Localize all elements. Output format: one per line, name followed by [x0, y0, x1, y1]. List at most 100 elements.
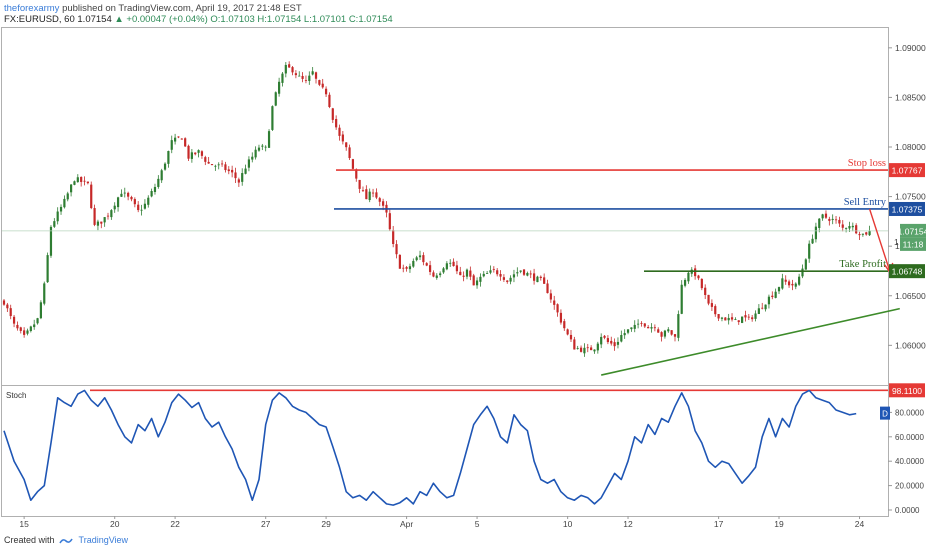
- candle-body: [767, 296, 771, 305]
- candle-body: [710, 303, 714, 307]
- candle-body: [200, 151, 204, 156]
- candle-body: [720, 317, 724, 319]
- candle-body: [499, 274, 502, 277]
- ohlc-high: H:1.07154: [257, 14, 302, 25]
- candle-body: [247, 159, 251, 168]
- candle-body: [586, 347, 589, 349]
- candle-body: [388, 213, 391, 230]
- stoch-legend-label: D: [882, 410, 888, 419]
- candle-body: [103, 217, 106, 223]
- candle-body: [452, 261, 455, 267]
- candle-body: [741, 316, 744, 323]
- stoch-level-label: 98.1100: [892, 386, 922, 396]
- candle-body: [549, 293, 552, 300]
- candle-body: [596, 343, 599, 351]
- candle-body: [616, 341, 620, 345]
- price-axis-label-1: 1: [894, 237, 899, 247]
- candle-body: [784, 279, 787, 282]
- support-trendline[interactable]: [601, 307, 900, 376]
- candle-body: [174, 137, 177, 142]
- candle-body: [12, 316, 16, 324]
- candle-body: [794, 283, 797, 287]
- candle-body: [96, 221, 100, 226]
- candle-body: [824, 213, 828, 218]
- candle-body: [137, 204, 140, 211]
- price-axis-label: 1.08500: [895, 92, 926, 102]
- symbol-label: FX:EURUSD, 60: [4, 14, 75, 25]
- candle-body: [264, 146, 267, 148]
- candle-body: [415, 257, 418, 261]
- candle-body: [737, 320, 740, 323]
- candle-body: [36, 318, 39, 324]
- candle-body: [422, 255, 425, 263]
- candle-body: [395, 244, 398, 255]
- countdown-tag: [900, 237, 926, 251]
- candle-body: [486, 273, 489, 274]
- candle-body: [445, 263, 448, 270]
- candle-body: [566, 329, 569, 335]
- candle-body: [311, 71, 314, 75]
- candle-body: [851, 225, 854, 228]
- candle-body: [86, 181, 89, 184]
- candle-body: [512, 274, 516, 278]
- candle-body: [754, 313, 757, 319]
- last-price-label: 1.07154: [898, 226, 929, 236]
- candle-body: [640, 322, 643, 324]
- candle-body: [455, 265, 459, 272]
- countdown-label: 11:18: [903, 239, 924, 249]
- price-axis-label: 1.08000: [895, 142, 926, 152]
- candle-body: [9, 308, 12, 317]
- candle-body: [278, 81, 281, 94]
- candle-body: [120, 193, 123, 197]
- tradingview-link[interactable]: TradingView: [78, 535, 129, 545]
- forecast-arrow[interactable]: [868, 208, 891, 272]
- candle-body: [482, 273, 485, 277]
- candle-body: [475, 280, 479, 286]
- candle-body: [261, 145, 264, 147]
- candle-body: [160, 170, 163, 181]
- candle-body: [83, 180, 86, 182]
- candle-body: [110, 210, 113, 218]
- candle-body: [378, 198, 381, 202]
- candle-body: [298, 75, 301, 77]
- candle-body: [516, 272, 519, 274]
- stoch-axis-label: 0.0000: [895, 506, 920, 515]
- candle-body: [163, 163, 167, 170]
- candle-body: [636, 323, 640, 325]
- candle-body: [744, 315, 747, 318]
- candle-body: [761, 307, 764, 309]
- level-price-tag: [889, 264, 925, 279]
- stoch-title: Stoch: [6, 391, 26, 400]
- candle-body: [663, 330, 667, 337]
- candle-body: [700, 278, 703, 289]
- candle-body: [569, 334, 573, 340]
- author-link[interactable]: theforexarmy: [4, 3, 60, 14]
- candle-body: [673, 334, 677, 337]
- candle-body: [697, 275, 700, 279]
- candle-body: [375, 192, 378, 198]
- candle-body: [19, 327, 22, 331]
- candle-body: [559, 312, 563, 323]
- level-price-label: 1.06748: [892, 267, 923, 277]
- candle-body: [331, 108, 334, 120]
- candle-body: [90, 184, 93, 209]
- stoch-level-tag: [889, 383, 925, 398]
- candle-body: [553, 300, 556, 305]
- candle-body: [556, 304, 559, 313]
- candle-body: [291, 67, 294, 73]
- stoch-line[interactable]: [3, 389, 857, 506]
- candle-body: [811, 238, 814, 244]
- candle-body: [848, 226, 851, 229]
- candle-body: [318, 80, 321, 85]
- candle-body: [509, 277, 512, 282]
- stoch-axis-label: 60.0000: [895, 433, 924, 442]
- candle-body: [694, 268, 697, 277]
- candle-body: [227, 169, 230, 172]
- candle-body: [801, 268, 804, 277]
- time-axis-label: 24: [855, 519, 865, 529]
- candle-body: [704, 287, 707, 296]
- ohlc-close: C:1.07154: [348, 14, 393, 25]
- candle-body: [573, 339, 576, 350]
- price-axis-label: 1.09000: [895, 43, 926, 53]
